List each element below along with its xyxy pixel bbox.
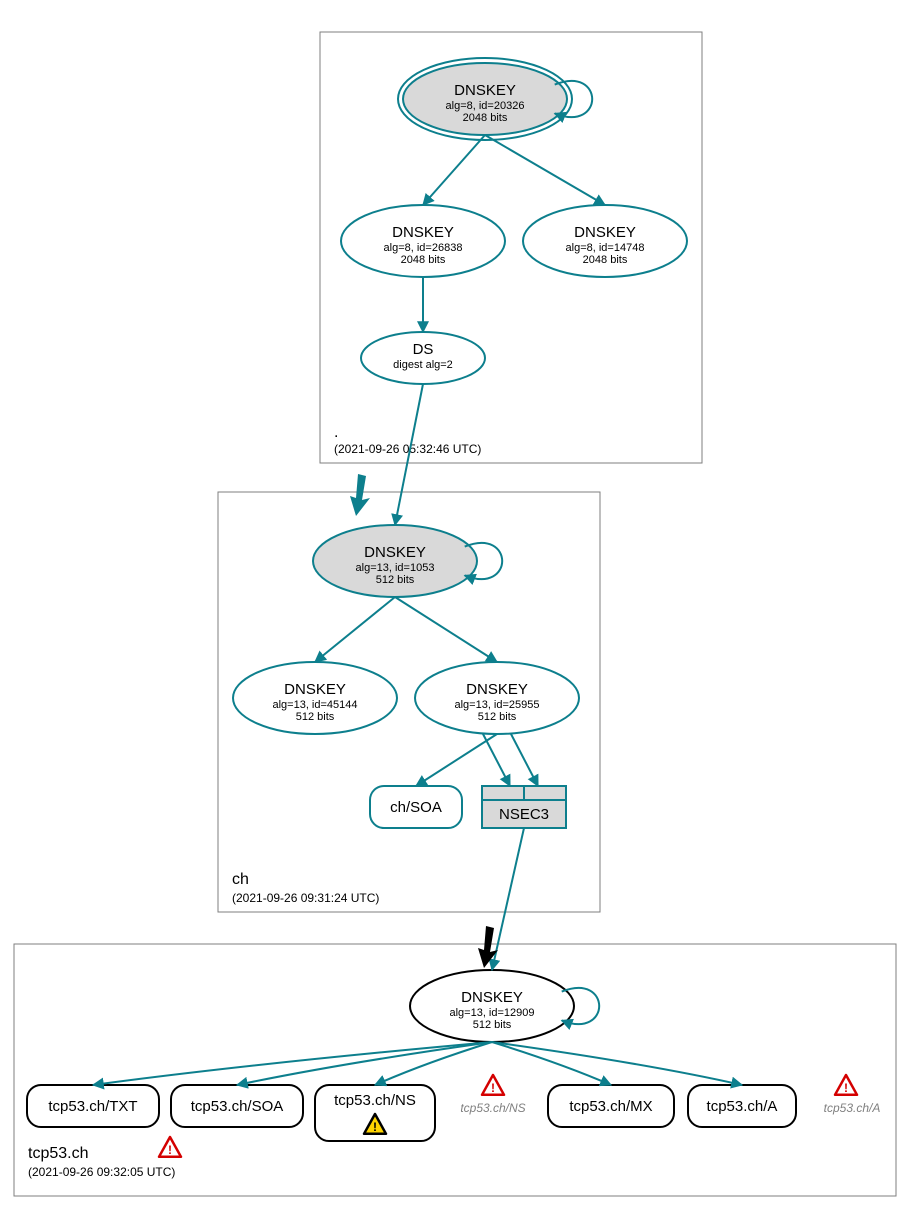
edge-t_k1-t_mx [492, 1042, 611, 1085]
svg-text:ch/SOA: ch/SOA [390, 799, 442, 816]
edge-ch_k1-ch_k2 [315, 597, 395, 662]
svg-text:!: ! [844, 1081, 848, 1095]
heavy-arrow-icon [350, 474, 370, 516]
node-t_a_ghost: ! tcp53.ch/A [824, 1075, 881, 1115]
edge-t_k1-t_txt [93, 1042, 492, 1085]
svg-text:tcp53.ch/NS: tcp53.ch/NS [460, 1101, 525, 1115]
svg-text:tcp53.ch/SOA: tcp53.ch/SOA [191, 1098, 284, 1115]
svg-text:DNSKEY: DNSKEY [466, 681, 528, 698]
node-ch_nsec3: NSEC3 [482, 786, 566, 828]
svg-text:512 bits: 512 bits [473, 1019, 512, 1031]
svg-text:alg=13, id=25955: alg=13, id=25955 [454, 699, 539, 711]
svg-text:digest alg=2: digest alg=2 [393, 359, 453, 371]
svg-text:alg=13, id=1053: alg=13, id=1053 [356, 562, 435, 574]
svg-text:512 bits: 512 bits [478, 711, 517, 723]
node-root_k1: DNSKEYalg=8, id=203262048 bits [398, 58, 592, 140]
svg-text:tcp53.ch/NS: tcp53.ch/NS [334, 1092, 416, 1109]
svg-text:DNSKEY: DNSKEY [392, 224, 454, 241]
edge-ch_nsec3-t_k1 [492, 828, 524, 970]
svg-text:512 bits: 512 bits [376, 574, 415, 586]
svg-text:alg=13, id=45144: alg=13, id=45144 [272, 699, 357, 711]
svg-text:(2021-09-26 09:32:05 UTC): (2021-09-26 09:32:05 UTC) [28, 1165, 175, 1179]
svg-text:DNSKEY: DNSKEY [364, 544, 426, 561]
svg-text:DNSKEY: DNSKEY [574, 224, 636, 241]
node-t_ns_ghost: ! tcp53.ch/NS [460, 1075, 525, 1115]
yellow-warning-icon: ! [364, 1114, 386, 1134]
svg-text:(2021-09-26 05:32:46 UTC): (2021-09-26 05:32:46 UTC) [334, 442, 481, 456]
red-warning-icon: ! [159, 1137, 181, 1157]
red-warning-icon: ! [835, 1075, 857, 1095]
svg-text:tcp53.ch/A: tcp53.ch/A [707, 1098, 778, 1115]
red-warning-icon: ! [482, 1075, 504, 1095]
edge-root_k1-root_k2 [423, 135, 485, 205]
node-t_a: tcp53.ch/A [688, 1085, 796, 1127]
svg-text:tcp53.ch/MX: tcp53.ch/MX [569, 1098, 652, 1115]
heavy-arrow-icon [478, 926, 498, 968]
node-root_k3: DNSKEYalg=8, id=147482048 bits [523, 205, 687, 277]
zone-tcp53 [14, 944, 896, 1196]
edge-ch_k1-ch_k3 [395, 597, 497, 662]
node-ch_k3: DNSKEYalg=13, id=25955512 bits [415, 662, 579, 734]
node-root_k2: DNSKEYalg=8, id=268382048 bits [341, 205, 505, 277]
edge-t_k1-t_a [492, 1042, 742, 1085]
svg-text:(2021-09-26 09:31:24 UTC): (2021-09-26 09:31:24 UTC) [232, 891, 379, 905]
edge-ch_k3-ch_soa [416, 734, 497, 786]
svg-text:alg=13, id=12909: alg=13, id=12909 [449, 1007, 534, 1019]
node-ch_soa: ch/SOA [370, 786, 462, 828]
svg-text:tcp53.ch/A: tcp53.ch/A [824, 1101, 881, 1115]
edge-ch_k3-ch_nsec3 [511, 734, 538, 786]
svg-text:DNSKEY: DNSKEY [454, 82, 516, 99]
node-ch_k2: DNSKEYalg=13, id=45144512 bits [233, 662, 397, 734]
svg-text:.: . [334, 424, 338, 441]
node-t_mx: tcp53.ch/MX [548, 1085, 674, 1127]
node-t_txt: tcp53.ch/TXT [27, 1085, 159, 1127]
svg-text:DNSKEY: DNSKEY [461, 989, 523, 1006]
edge-t_k1-t_ns [375, 1042, 492, 1085]
svg-text:ch: ch [232, 871, 249, 888]
node-root_ds: DSdigest alg=2 [361, 332, 485, 384]
svg-text:tcp53.ch: tcp53.ch [28, 1145, 88, 1162]
node-t_soa: tcp53.ch/SOA [171, 1085, 303, 1127]
svg-text:!: ! [373, 1120, 377, 1134]
svg-text:tcp53.ch/TXT: tcp53.ch/TXT [48, 1098, 137, 1115]
node-t_ns: tcp53.ch/NS! [315, 1085, 435, 1141]
svg-text:2048 bits: 2048 bits [583, 254, 628, 266]
edge-ch_k3-ch_nsec3 [483, 734, 510, 786]
edge-root_k1-root_k3 [485, 135, 605, 205]
svg-text:alg=8, id=26838: alg=8, id=26838 [384, 242, 463, 254]
svg-text:512 bits: 512 bits [296, 711, 335, 723]
svg-text:2048 bits: 2048 bits [401, 254, 446, 266]
svg-text:!: ! [491, 1081, 495, 1095]
node-t_k1: DNSKEYalg=13, id=12909512 bits [410, 970, 599, 1042]
svg-text:DS: DS [413, 341, 434, 358]
svg-text:!: ! [168, 1143, 172, 1157]
node-ch_k1: DNSKEYalg=13, id=1053512 bits [313, 525, 502, 597]
svg-text:alg=8, id=14748: alg=8, id=14748 [566, 242, 645, 254]
svg-text:NSEC3: NSEC3 [499, 806, 549, 823]
svg-text:2048 bits: 2048 bits [463, 112, 508, 124]
svg-text:DNSKEY: DNSKEY [284, 681, 346, 698]
svg-text:alg=8, id=20326: alg=8, id=20326 [446, 100, 525, 112]
